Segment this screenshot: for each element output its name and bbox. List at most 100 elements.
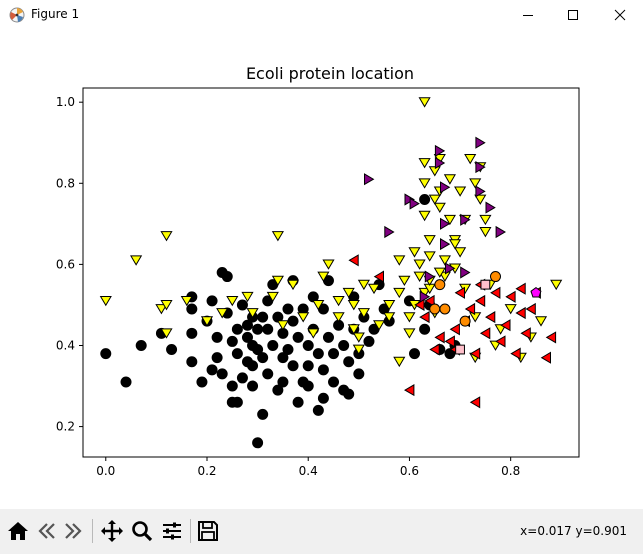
data-point [252,323,264,335]
data-point [444,335,455,348]
home-button[interactable] [4,517,32,545]
data-point [332,312,345,323]
save-button[interactable] [194,517,222,545]
data-point [282,303,294,315]
data-point [287,315,299,327]
data-point [418,210,431,222]
data-point [343,388,355,400]
data-point [440,238,451,251]
scatter-chart[interactable]: Ecoli protein location 0.0 0.2 0.4 0.6 0.80.… [0,30,643,509]
back-button[interactable] [32,517,60,545]
data-point [433,202,446,213]
data-point [312,348,324,360]
plot-frame [82,87,580,458]
configure-subplots-icon [163,522,181,540]
pan-button[interactable] [98,517,126,545]
data-point [342,287,355,299]
data-point [200,316,214,327]
data-point [180,296,193,307]
data-point [540,351,551,364]
data-point [460,213,471,226]
data-point [312,404,324,416]
data-point [419,311,430,324]
data-point [454,186,467,197]
data-point [297,312,310,323]
minimize-button[interactable] [505,0,551,30]
data-point [231,323,243,335]
data-point [272,311,284,323]
data-point [464,154,477,165]
data-point [347,300,360,311]
data-point [271,275,284,286]
data-point [469,312,482,323]
data-point [317,271,330,282]
data-point [307,291,319,303]
data-point [469,396,481,409]
close-button[interactable] [597,0,643,30]
data-point [292,331,304,343]
forward-button[interactable] [60,517,88,545]
data-point [211,331,223,343]
data-point [302,339,314,351]
toolbar-separator [92,519,93,543]
data-point [196,376,208,388]
data-point [276,320,289,331]
data-point [287,360,299,372]
figure-canvas[interactable]: Ecoli protein location 0.0 0.2 0.4 0.6 0.8 0.… [0,30,643,509]
data-point [226,380,238,392]
data-point [434,331,445,344]
data-point [515,306,526,320]
data-point [353,368,365,380]
data-point [236,372,248,384]
y-tick-label: 0.8 [56,176,75,190]
data-point [424,270,436,283]
data-point [252,344,264,356]
maximize-button[interactable] [550,0,596,30]
data-point [504,304,517,315]
data-point [494,324,507,335]
data-point [160,231,173,242]
data-point [247,380,259,392]
data-point [312,300,325,311]
data-point [352,344,365,355]
data-point [252,437,264,449]
data-point [186,356,198,368]
data-point [429,303,441,315]
data-points [99,97,563,449]
data-point [459,315,471,327]
data-point [160,328,173,339]
data-point [286,279,300,291]
data-point [423,235,436,246]
data-point [490,286,501,299]
axes: 0.0 0.2 0.4 0.6 0.8 0.2 0.4 0.6 0.8 1.0 [56,95,520,478]
data-point [469,178,482,189]
zoom-icon [132,521,153,542]
data-point [418,178,431,189]
data-point [307,328,320,339]
data-point [440,181,451,194]
x-tick-label: 0.2 [197,464,216,478]
data-point [475,185,486,198]
data-point [413,271,426,282]
chart-title: Ecoli protein location [246,64,414,83]
y-tick-label: 0.6 [56,257,75,271]
data-point [257,311,269,323]
data-point [155,304,168,315]
data-point [413,259,426,270]
save-icon [198,521,218,541]
data-point [500,319,511,332]
data-point [352,332,365,343]
data-point [530,286,542,298]
configure-subplots-button[interactable] [158,517,186,545]
data-point [445,262,456,275]
zoom-button[interactable] [128,517,156,545]
data-point [443,214,456,226]
data-point [357,308,370,319]
data-point [474,294,486,307]
data-point [130,255,143,266]
data-point [393,255,406,266]
navigation-toolbar: x=0.017 y=0.901 [0,509,643,554]
data-point [419,323,431,335]
window-titlebar: Figure 1 [0,0,643,30]
data-point [398,275,411,286]
